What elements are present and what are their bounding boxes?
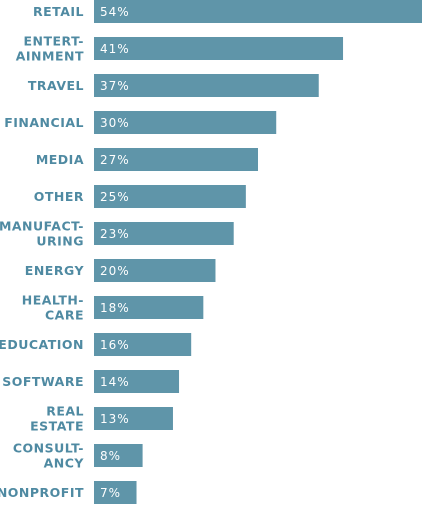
bar-4 [94,148,258,171]
bar-9 [94,333,192,356]
category-label: AINMENT [16,49,84,64]
value-label: 7% [100,486,121,500]
category-label: HEALTH- [22,293,84,308]
category-label: URING [36,234,84,249]
bar-11 [94,407,173,430]
value-label: 20% [100,264,130,278]
category-label: ESTATE [30,419,84,434]
value-label: 14% [100,375,130,389]
bar-1 [94,37,344,60]
bar-12 [94,444,143,467]
bar-13 [94,481,137,504]
category-label: MANUFACT- [0,219,84,234]
value-label: 16% [100,338,130,352]
category-label: REAL [46,404,84,419]
value-label: 23% [100,227,130,241]
value-label: 30% [100,116,130,130]
category-label: ANCY [44,456,85,471]
category-label: RETAIL [33,4,84,19]
category-label: TRAVEL [28,78,84,93]
category-label: CONSULT- [13,441,84,456]
bar-10 [94,370,180,393]
bar-7 [94,259,216,282]
value-label: 54% [100,5,130,19]
value-label: 8% [100,449,121,463]
value-label: 41% [100,42,130,56]
category-label: ENTERT- [23,34,84,49]
category-label: MEDIA [36,152,84,167]
value-label: 27% [100,153,130,167]
category-label: EDUCATION [0,337,84,352]
value-label: 37% [100,79,130,93]
value-label: 25% [100,190,130,204]
bar-3 [94,111,277,134]
bar-5 [94,185,246,208]
category-label: CARE [45,308,84,323]
bar-2 [94,74,319,97]
value-label: 13% [100,412,130,426]
value-label: 18% [100,301,130,315]
bar-6 [94,222,234,245]
category-label: ENERGY [25,263,85,278]
category-label: NONPROFIT [0,485,84,500]
category-label: OTHER [34,189,84,204]
bar-8 [94,296,204,319]
category-label: SOFTWARE [2,374,84,389]
bar-0 [94,0,422,23]
category-label: FINANCIAL [4,115,84,130]
